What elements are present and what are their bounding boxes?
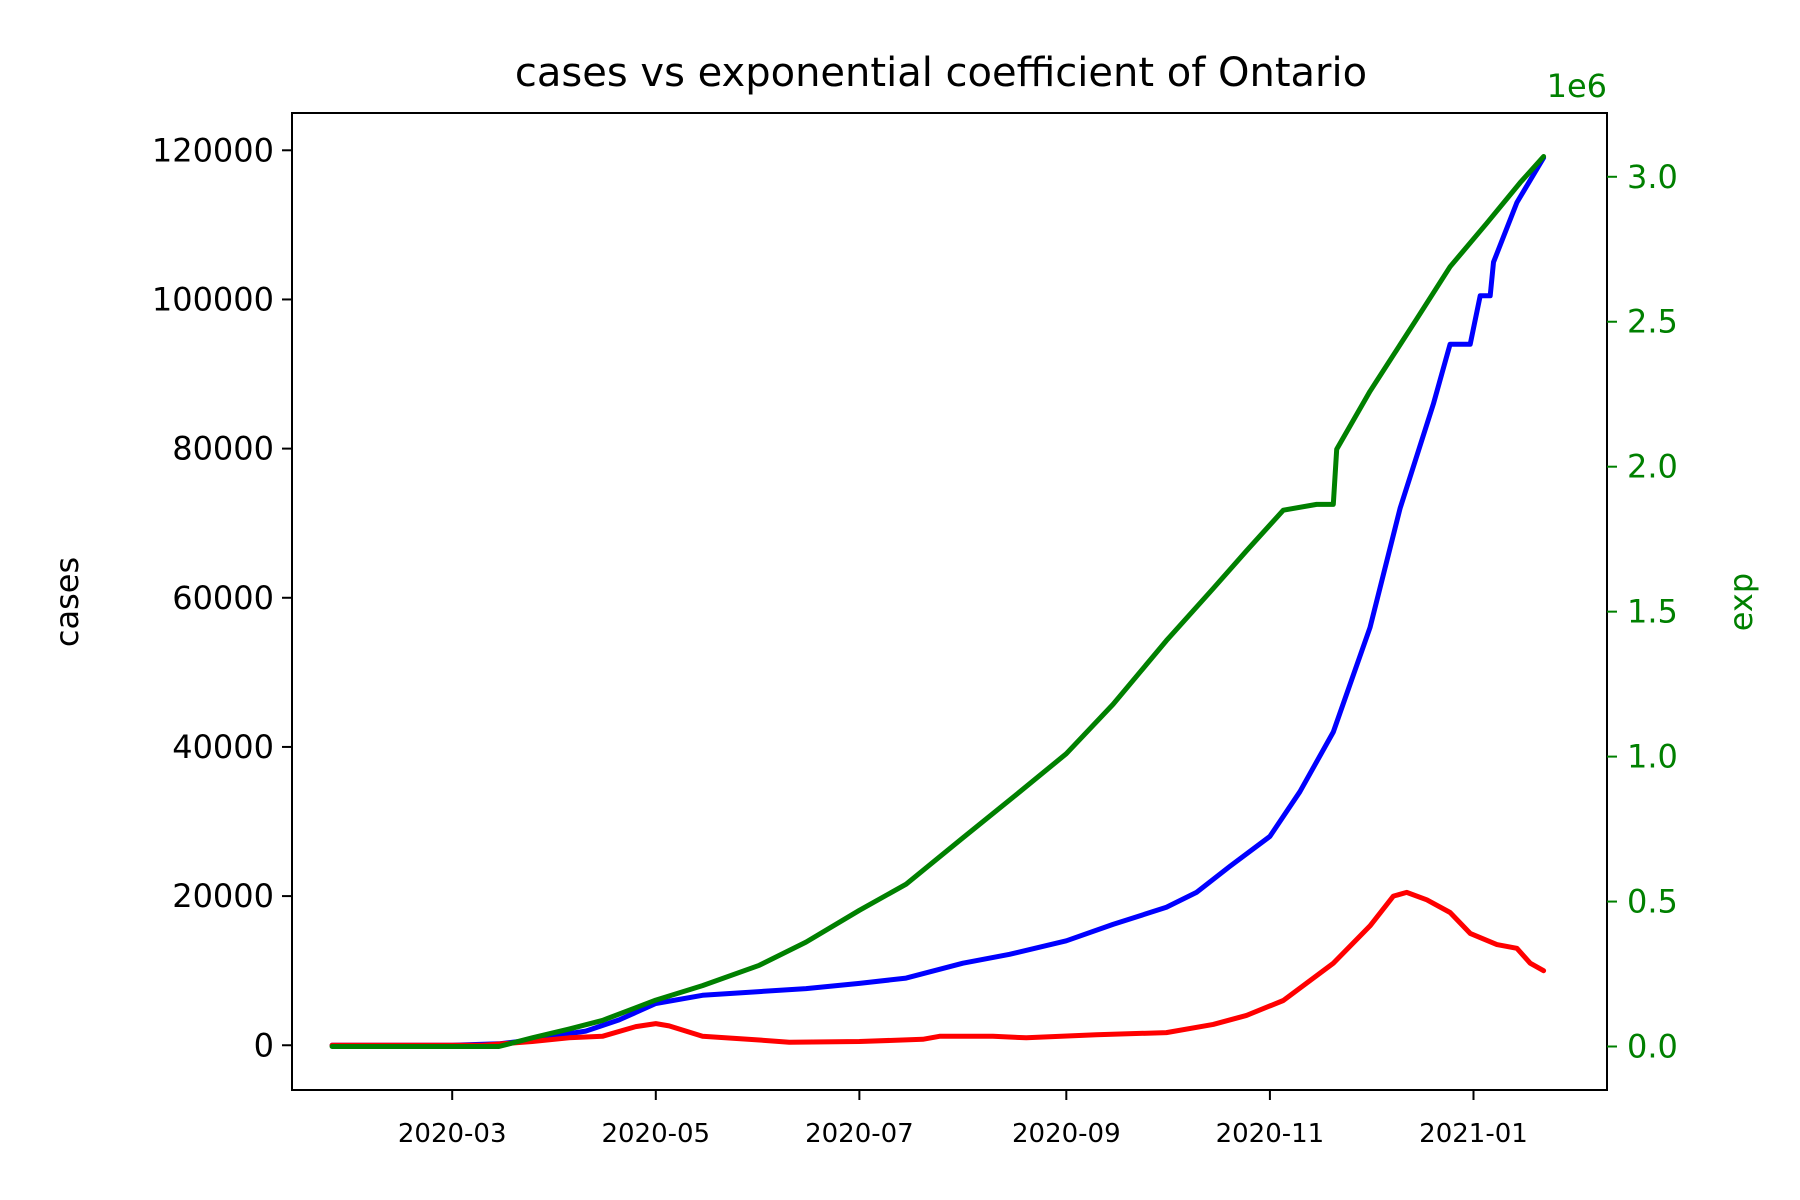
x-tick-label-2: 2020-07 (805, 1119, 914, 1149)
y-tick-label-5: 100000 (152, 280, 274, 318)
y-axis-right-label: exp (1722, 573, 1760, 631)
y-tick-label-4: 80000 (172, 430, 274, 468)
y-tick-label-2: 40000 (172, 728, 274, 766)
y-axis-label: cases (48, 557, 86, 647)
y-right-tick-label-1: 0.5 (1627, 883, 1678, 921)
plot-area (329, 154, 1547, 1049)
series-line-0 (329, 155, 1547, 1048)
x-tick-label-4: 2020-11 (1216, 1119, 1325, 1149)
right-axis: 0.0 0.5 1.0 1.5 2.0 2.5 3.0 (1607, 158, 1678, 1066)
chart-title: cases vs exponential coefficient of Onta… (515, 50, 1367, 96)
x-tick-label-5: 2021-01 (1419, 1119, 1528, 1149)
y-right-tick-label-2: 1.0 (1627, 738, 1678, 776)
x-tick-label-0: 2020-03 (398, 1119, 507, 1149)
x-tick-label-1: 2020-05 (601, 1119, 710, 1149)
plot-frame (291, 112, 1608, 1091)
series-line-2 (329, 154, 1547, 1049)
left-axis: 0 20000 40000 60000 80000 100000 120000 (152, 131, 292, 1064)
y-tick-label-1: 20000 (172, 877, 274, 915)
right-axis-multiplier: 1e6 (1547, 67, 1607, 105)
y-right-tick-label-3: 1.5 (1627, 593, 1678, 631)
series-line-1 (329, 889, 1547, 1048)
y-right-tick-label-0: 0.0 (1627, 1028, 1678, 1066)
y-tick-label-3: 60000 (172, 579, 274, 617)
y-right-tick-label-6: 3.0 (1627, 158, 1678, 196)
y-right-tick-label-4: 2.0 (1627, 448, 1678, 486)
y-tick-label-0: 0 (254, 1026, 274, 1064)
x-tick-label-3: 2020-09 (1012, 1119, 1121, 1149)
x-axis: 2020-03 2020-05 2020-07 2020-09 2020-11 2021-… (398, 1090, 1528, 1149)
y-right-tick-label-5: 2.5 (1627, 303, 1678, 341)
y-tick-label-6: 120000 (152, 131, 274, 169)
